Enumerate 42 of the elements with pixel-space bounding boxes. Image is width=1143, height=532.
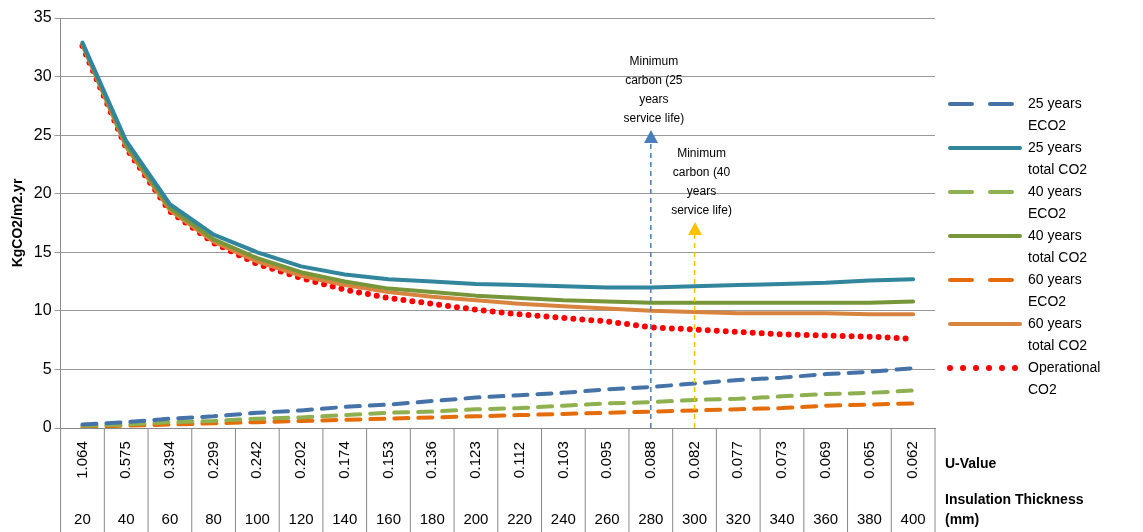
line-series <box>80 388 916 428</box>
category-label: 0.136 180 <box>419 441 445 528</box>
ref-line-label: Minimum carbon (40 years service life) <box>671 146 732 217</box>
text: U-Value <box>945 454 997 471</box>
legend-label: 25 years total CO2 <box>1028 138 1088 177</box>
category-label: 0.575 40 <box>116 441 135 528</box>
y-tick-label: 10 <box>33 301 52 319</box>
category-label: 1.064 20 <box>72 441 91 528</box>
x-axis-title: Insulation Thickness (mm) <box>945 490 1084 527</box>
category-label: 0.242 100 <box>244 441 270 528</box>
category-label: 0.065 380 <box>856 441 882 528</box>
category-label: 0.153 160 <box>375 441 402 528</box>
legend-label: 40 years total CO2 <box>1028 226 1088 265</box>
line-series <box>80 401 916 428</box>
legend-label: 25 years ECO2 <box>1028 94 1082 133</box>
category-label: 0.394 60 <box>160 441 179 528</box>
legend-label: Operational CO2 <box>1028 358 1101 397</box>
category-label: 0.174 140 <box>332 441 358 528</box>
y-tick-label: 5 <box>42 359 52 377</box>
y-axis-title: KgCO2/m2.yr <box>9 178 26 268</box>
category-label: 0.062 400 <box>900 441 926 528</box>
y-tick-label: 30 <box>33 66 52 84</box>
ref-line-label: Minimum carbon (25 years service life) <box>623 54 685 125</box>
category-label: 0.112 220 <box>507 441 533 528</box>
y-tick-label: 35 <box>33 8 52 26</box>
y-tick-label: 20 <box>33 184 52 202</box>
category-label: 0.069 360 <box>813 441 839 528</box>
category-label: 0.123 200 <box>463 441 489 528</box>
legend-label: 40 years ECO2 <box>1028 182 1082 221</box>
category-label: 0.095 260 <box>594 441 620 528</box>
y-tick-label: 25 <box>33 125 52 143</box>
category-label: 0.088 280 <box>638 441 664 528</box>
category-label: 0.202 120 <box>288 441 314 528</box>
category-label: 0.077 320 <box>725 441 751 528</box>
category-label: 0.103 240 <box>550 441 576 528</box>
y-tick-label: 0 <box>42 418 52 436</box>
legend-label: 60 years ECO2 <box>1028 270 1082 309</box>
legend-label: 60 years total CO2 <box>1028 314 1088 353</box>
category-label: 0.073 340 <box>769 441 795 528</box>
y-tick-label: 15 <box>33 242 52 260</box>
category-label: 0.082 300 <box>682 441 708 528</box>
category-label: 0.299 80 <box>203 441 222 528</box>
